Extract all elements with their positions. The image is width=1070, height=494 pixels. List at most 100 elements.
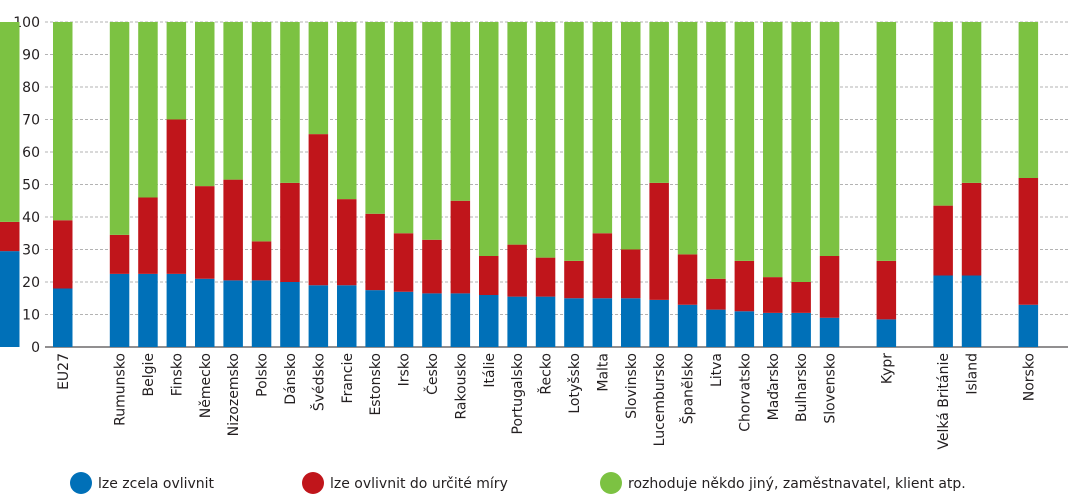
y-axis: 0 10 20 30 40 50 60 70 80 90 100 (13, 15, 1068, 356)
bar-segment-other (734, 22, 755, 261)
x-category-label: Německo (198, 353, 214, 418)
bar-segment-partly (223, 179, 243, 281)
bar-segment-partly (961, 182, 982, 276)
x-category-label: Francie (340, 353, 356, 403)
legend-label: lze ovlivnit do určité míry (330, 476, 508, 492)
bar-segment-other (876, 22, 897, 261)
bar-segment-partly (109, 234, 130, 274)
bar-segment-fully (422, 293, 442, 347)
y-tick-label: 20 (22, 275, 40, 291)
bar-segment-fully (138, 273, 158, 347)
x-category-label: Kypr (879, 353, 895, 384)
bar-segment-fully (961, 275, 982, 347)
bar-segment-partly (251, 241, 272, 281)
bar-segment-other (507, 22, 527, 245)
x-category-label: Maďarsko (766, 353, 782, 420)
bar-segment-partly (933, 205, 953, 276)
bar-segment-partly (0, 221, 20, 252)
bar-segment-partly (195, 186, 215, 279)
bar-segment-fully (479, 295, 499, 347)
bar-segment-other (53, 22, 73, 221)
bar-segment-other (251, 22, 272, 242)
bar-segment-fully (763, 312, 783, 347)
bar-segment-fully (365, 290, 385, 347)
bar-segment-other (479, 22, 499, 256)
bar-segment-fully (0, 251, 20, 347)
x-category-label: Rakousko (453, 353, 469, 420)
x-category-label: Island (965, 353, 981, 395)
x-category-label: Irsko (397, 353, 413, 386)
bar-segment-other (393, 22, 414, 234)
x-category-label: Finsko (169, 353, 185, 396)
bar-segment-fully (53, 288, 73, 347)
legend-label: rozhoduje někdo jiný, zaměstnavatel, kli… (628, 476, 966, 492)
bar-segment-fully (819, 317, 840, 347)
bar-segment-other (223, 22, 243, 180)
bar-segment-other (535, 22, 556, 258)
bar-segment-other (0, 22, 20, 222)
bar-segment-other (280, 22, 300, 183)
bar-segment-other (592, 22, 613, 234)
bar-segment-other (933, 22, 953, 206)
bar-segment-other (365, 22, 385, 214)
y-tick-label: 90 (22, 48, 40, 64)
bar-segment-fully (876, 319, 897, 347)
bar-segment-partly (564, 260, 584, 299)
bar-segment-other (1018, 22, 1039, 178)
x-category-label: Litva (709, 353, 725, 387)
bar-segment-fully (308, 285, 329, 347)
bar-segment-fully (1018, 304, 1039, 347)
bar-segment-fully (649, 299, 669, 347)
bar-segment-fully (791, 312, 811, 347)
bar-segment-partly (592, 233, 613, 299)
bar-segment-other (677, 22, 698, 255)
bar-segment-partly (677, 254, 698, 305)
x-category-label: Lucembursko (652, 353, 668, 446)
legend-label: lze zcela ovlivnit (98, 476, 215, 492)
legend-marker (302, 472, 324, 494)
bar-segment-partly (308, 134, 329, 286)
bar-segment-partly (450, 200, 471, 294)
y-tick-label: 0 (31, 340, 40, 356)
bar-segment-other (819, 22, 840, 256)
bar-segment-partly (280, 182, 300, 282)
bar-segment-fully (706, 309, 726, 347)
y-tick-label: 60 (22, 145, 40, 161)
bar-segment-partly (734, 260, 755, 312)
bar-segment-other (450, 22, 471, 201)
bar-segment-partly (763, 277, 783, 313)
bar-segment-fully (592, 298, 613, 347)
bar-segment-fully (564, 298, 584, 347)
x-category-label: Velká Británie (936, 353, 952, 450)
x-category-label: Portugalsko (510, 353, 526, 434)
bar-segment-fully (677, 304, 698, 347)
x-category-label: Slovinsko (624, 353, 640, 419)
x-category-label: Dánsko (283, 353, 299, 405)
x-category-label: Rumunsko (113, 353, 129, 426)
y-tick-label: 80 (22, 80, 40, 96)
bar-segment-fully (507, 296, 527, 347)
bar-segment-other (649, 22, 669, 183)
bar-segment-other (195, 22, 215, 187)
x-category-label: Polsko (255, 353, 271, 397)
y-tick-label: 50 (22, 178, 40, 194)
bar-segment-fully (280, 282, 300, 347)
bar-segment-fully (621, 298, 641, 347)
legend: lze zcela ovlivnit lze ovlivnit do určité… (70, 472, 966, 494)
x-category-label: Švédsko (309, 353, 327, 411)
bar-segment-other (422, 22, 442, 240)
legend-marker (70, 472, 92, 494)
bar-segment-partly (621, 249, 641, 299)
bar-segment-fully (195, 278, 215, 347)
x-category-label: Lotyšsko (567, 353, 583, 414)
bar-segment-partly (876, 260, 897, 320)
y-tick-label: 100 (13, 15, 40, 31)
bar-segment-other (763, 22, 783, 278)
bar-segment-partly (53, 220, 73, 289)
legend-marker (600, 472, 622, 494)
bars (0, 22, 1039, 347)
x-category-label: Nizozemsko (226, 353, 242, 436)
bar-segment-fully (109, 273, 130, 347)
bar-segment-other (564, 22, 584, 261)
